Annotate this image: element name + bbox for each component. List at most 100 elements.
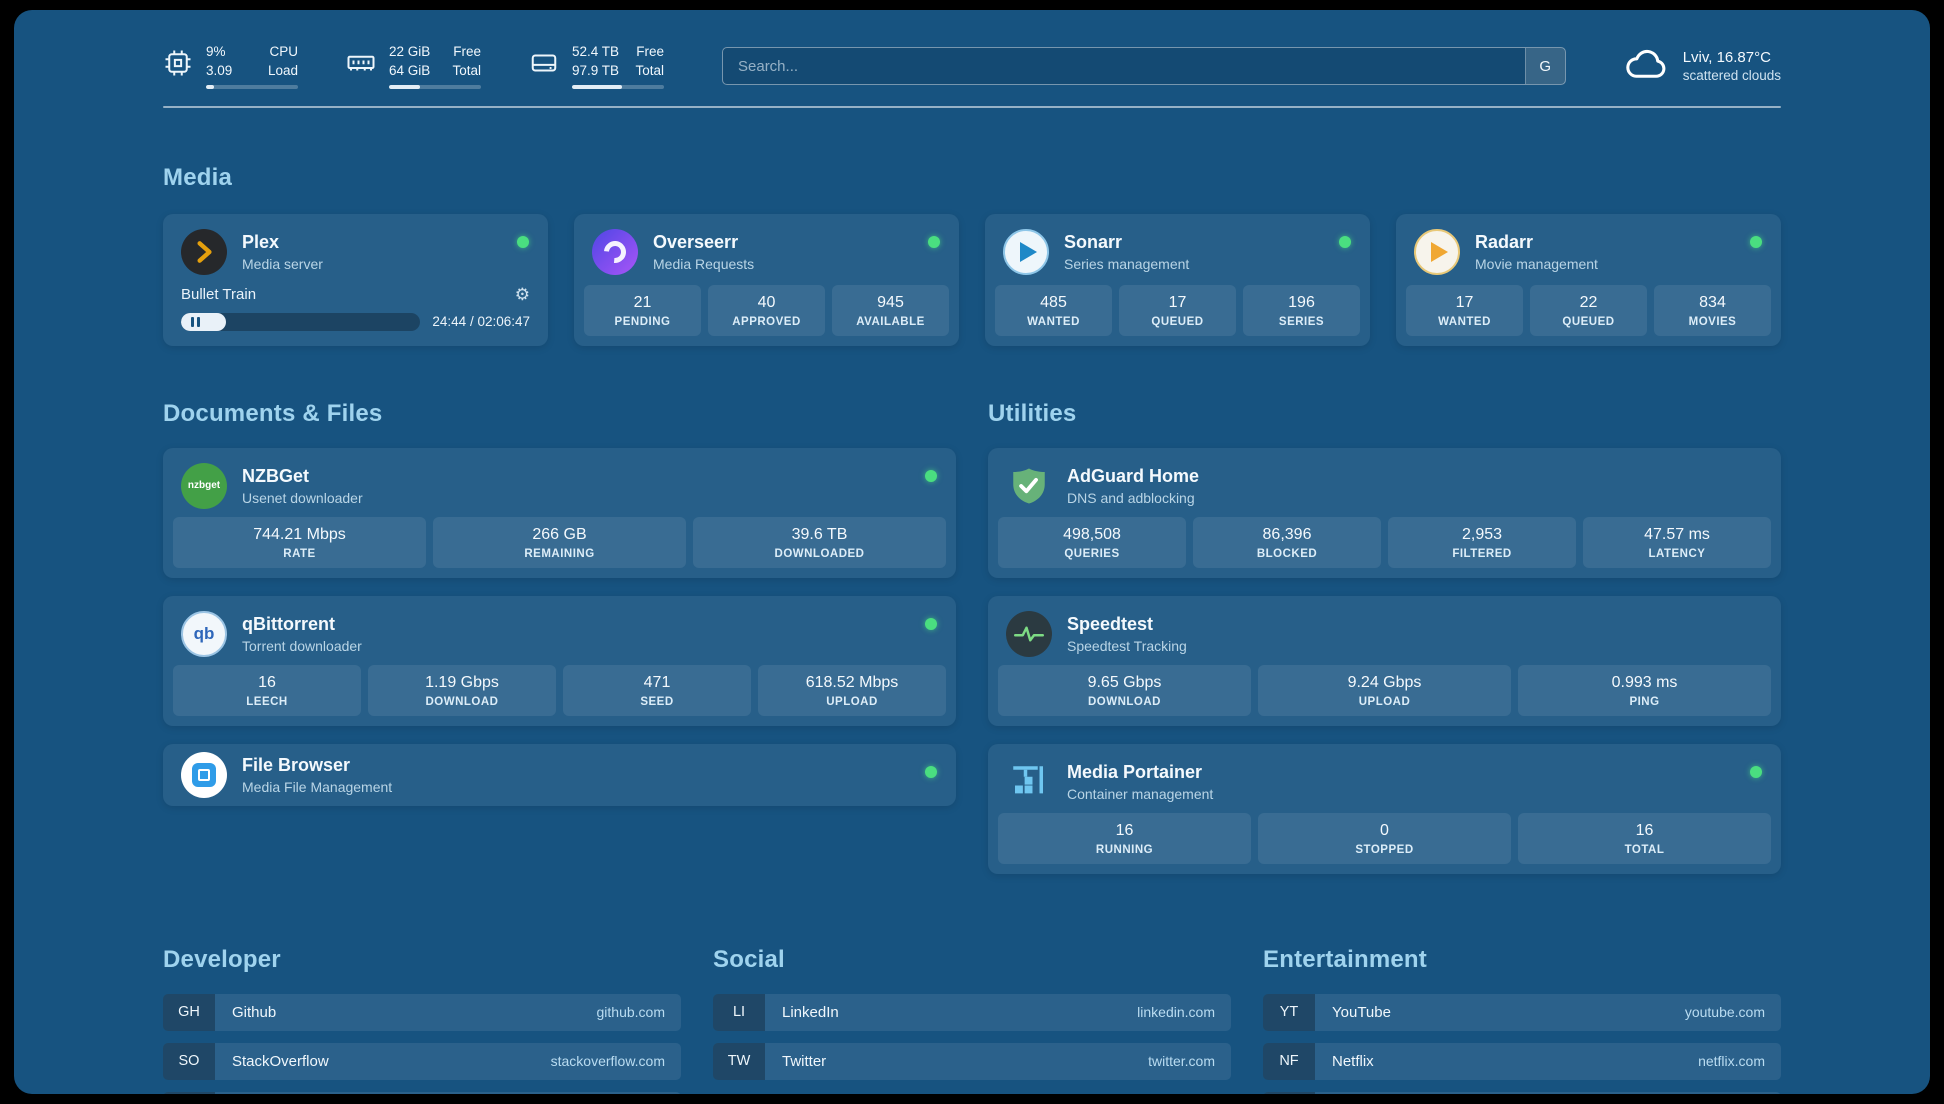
ram-total-label: Total <box>452 62 481 78</box>
bookmark-group-entertainment: Entertainment YT YouTube youtube.com NF … <box>1263 946 1781 1094</box>
stat-available: 945 AVAILABLE <box>832 284 949 336</box>
search-provider-button[interactable]: G <box>1524 48 1565 85</box>
app-card-sonarr[interactable]: Sonarr Series management 485 WANTED 17 Q… <box>985 213 1370 346</box>
section-heading-social: Social <box>713 945 785 973</box>
cpu-progress-bar <box>206 84 298 89</box>
bookmark-linkedin[interactable]: LI LinkedIn linkedin.com <box>713 993 1231 1031</box>
stat-download: 1.19 Gbps DOWNLOAD <box>368 664 556 716</box>
cpu-label: CPU <box>269 44 298 59</box>
cpu-load-label: Load <box>267 62 298 78</box>
status-dot <box>1750 235 1762 248</box>
ram-stat: 22 GiB Free 64 GiB Total <box>346 44 481 89</box>
gear-icon[interactable]: ⚙ <box>514 284 530 304</box>
app-subtitle: Media Requests <box>653 255 755 272</box>
status-dot <box>1750 765 1762 778</box>
bookmark-group-developer: Developer GH Github github.com SO StackO… <box>163 946 681 1094</box>
plex-icon <box>181 228 227 275</box>
stat-approved: 40 APPROVED <box>708 284 825 336</box>
dashboard-page: 9% CPU 3.09 Load 22 GiB <box>14 10 1930 1094</box>
status-dot <box>928 235 940 248</box>
weather-condition: scattered clouds <box>1682 68 1781 84</box>
stat-stopped: 0 STOPPED <box>1258 812 1511 864</box>
stat-blocked: 86,396 BLOCKED <box>1193 516 1381 568</box>
ram-free-label: Free <box>453 44 481 59</box>
ram-total: 64 GiB <box>389 62 431 78</box>
stat-wanted: 485 WANTED <box>995 284 1112 336</box>
app-card-plex[interactable]: Plex Media server Bullet Train ⚙ <box>163 213 548 346</box>
bookmark-netflix[interactable]: NF Netflix netflix.com <box>1263 1042 1781 1080</box>
section-heading-utilities: Utilities <box>988 399 1077 427</box>
app-title: Sonarr <box>1064 231 1123 252</box>
search-input[interactable] <box>723 48 1525 85</box>
pause-icon[interactable] <box>191 316 200 327</box>
filebrowser-icon <box>181 751 227 798</box>
now-playing-title: Bullet Train <box>181 286 257 304</box>
cpu-stat: 9% CPU 3.09 Load <box>163 44 298 89</box>
stat-upload: 618.52 Mbps UPLOAD <box>758 664 946 716</box>
nzbget-icon: nzbget <box>181 462 227 509</box>
stat-running: 16 RUNNING <box>998 812 1251 864</box>
stat-ping: 0.993 ms PING <box>1518 664 1771 716</box>
app-title: File Browser <box>242 754 351 775</box>
stat-download: 9.65 Gbps DOWNLOAD <box>998 664 1251 716</box>
app-title: NZBGet <box>242 465 309 486</box>
search-bar: G <box>722 47 1566 86</box>
status-dot <box>925 617 937 630</box>
status-dot <box>925 765 937 778</box>
cloud-icon <box>1624 47 1670 86</box>
qbittorrent-icon: qb <box>181 610 227 657</box>
cpu-load: 3.09 <box>206 62 233 78</box>
adguard-icon <box>1006 463 1052 509</box>
app-card-adguard[interactable]: AdGuard Home DNS and adblocking 498,508 … <box>988 447 1781 578</box>
bookmark-youtube[interactable]: YT YouTube youtube.com <box>1263 993 1781 1031</box>
section-heading-entertainment: Entertainment <box>1263 945 1427 973</box>
app-title: Media Portainer <box>1067 761 1203 782</box>
stat-total: 16 TOTAL <box>1518 812 1771 864</box>
app-subtitle: Speedtest Tracking <box>1067 637 1187 654</box>
app-card-nzbget[interactable]: nzbget NZBGet Usenet downloader 744.21 M… <box>163 447 956 578</box>
app-card-overseerr[interactable]: Overseerr Media Requests 21 PENDING 40 A… <box>574 213 959 346</box>
section-heading-documents: Documents & Files <box>163 399 383 427</box>
bookmark-twitter[interactable]: TW Twitter twitter.com <box>713 1042 1231 1080</box>
disk-stat: 52.4 TB Free 97.9 TB Total <box>529 44 664 89</box>
bookmark-dev[interactable]: DT DEV dev.to <box>163 1091 681 1094</box>
app-subtitle: Media File Management <box>242 778 393 795</box>
disk-total-label: Total <box>635 62 664 78</box>
app-card-portainer[interactable]: Media Portainer Container management 16 … <box>988 743 1781 874</box>
stat-rate: 744.21 Mbps RATE <box>173 516 426 568</box>
status-dot <box>517 235 529 248</box>
radarr-icon <box>1414 228 1460 275</box>
stat-filtered: 2,953 FILTERED <box>1388 516 1576 568</box>
bookmark-github[interactable]: GH Github github.com <box>163 993 681 1031</box>
bookmark-reddit[interactable]: RE Reddit reddit.com <box>1263 1091 1781 1094</box>
system-stats: 9% CPU 3.09 Load 22 GiB <box>163 44 664 89</box>
speedtest-icon <box>1006 610 1052 657</box>
ram-free: 22 GiB <box>389 44 431 59</box>
bookmark-stackoverflow[interactable]: SO StackOverflow stackoverflow.com <box>163 1042 681 1080</box>
app-title: Speedtest <box>1067 613 1154 634</box>
app-subtitle: Media server <box>242 255 323 272</box>
weather-widget: Lviv, 16.87°C scattered clouds <box>1624 47 1781 86</box>
app-card-filebrowser[interactable]: File Browser Media File Management <box>163 743 956 806</box>
playback-progress-bar[interactable] <box>181 312 421 331</box>
sonarr-icon <box>1003 228 1049 275</box>
app-card-qbittorrent[interactable]: qb qBittorrent Torrent downloader 16 <box>163 595 956 726</box>
cpu-icon <box>163 48 193 78</box>
app-card-radarr[interactable]: Radarr Movie management 17 WANTED 22 QUE… <box>1396 213 1781 346</box>
stat-queued: 17 QUEUED <box>1119 284 1236 336</box>
stat-downloaded: 39.6 TB DOWNLOADED <box>693 516 946 568</box>
stat-queued: 22 QUEUED <box>1530 284 1647 336</box>
app-title: qBittorrent <box>242 613 335 634</box>
weather-location: Lviv, 16.87°C <box>1682 49 1771 67</box>
stat-wanted: 17 WANTED <box>1406 284 1523 336</box>
stat-movies: 834 MOVIES <box>1654 284 1771 336</box>
stat-leech: 16 LEECH <box>173 664 361 716</box>
playback-time: 24:44 / 02:06:47 <box>432 314 530 330</box>
portainer-icon <box>1006 759 1052 805</box>
status-dot <box>1339 235 1351 248</box>
app-subtitle: Usenet downloader <box>242 489 363 506</box>
section-heading-developer: Developer <box>163 945 281 973</box>
app-subtitle: Series management <box>1064 255 1190 272</box>
cpu-percent: 9% <box>206 44 226 59</box>
app-card-speedtest[interactable]: Speedtest Speedtest Tracking 9.65 Gbps D… <box>988 595 1781 726</box>
